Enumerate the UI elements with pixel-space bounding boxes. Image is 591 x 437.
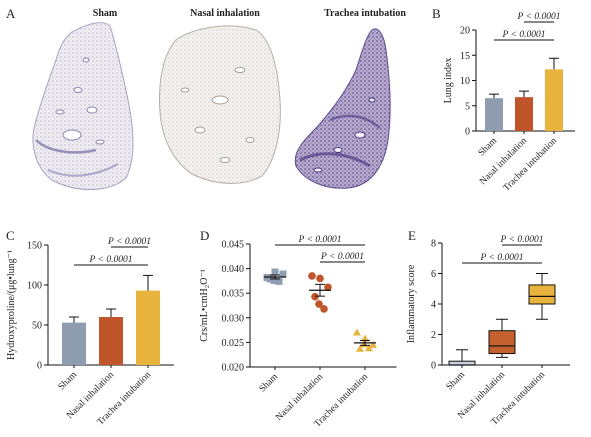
y-tick-label: 5: [465, 101, 470, 112]
y-tick-label: 50: [32, 321, 42, 332]
lung-image-sham: [32, 22, 134, 190]
y-tick-label: 0: [465, 127, 470, 138]
p-value-label: P < 0.0001: [500, 235, 544, 245]
y-tick-label: 0: [37, 361, 42, 372]
lung-title-nasal: Nasal inhalation: [190, 8, 260, 19]
lung-title-sham: Sham: [92, 8, 118, 19]
x-tick-label-nasal-inhalation: Nasal inhalation: [274, 372, 325, 423]
x-tick-label-sham: Sham: [445, 370, 468, 393]
p-value-label: P < 0.0001: [517, 12, 561, 22]
point-trachea-intubation: [365, 344, 373, 352]
bar-nasal-inhalation: [99, 317, 123, 365]
point-nasal-inhalation: [308, 272, 316, 280]
box-trachea-intubation: [528, 284, 556, 305]
lung-title-trachea: Trachea intubation: [324, 8, 406, 19]
point-sham: [275, 277, 283, 285]
point-trachea-intubation: [353, 328, 361, 336]
x-tick-label-sham: Sham: [57, 370, 80, 393]
y-tick-label: 4: [431, 300, 436, 311]
p-value-label: P < 0.0001: [320, 252, 364, 262]
p-value-label: P < 0.0001: [502, 30, 546, 40]
y-axis-label: Crs/mL•cmH₂O⁻¹: [199, 269, 210, 341]
point-sham: [270, 276, 278, 284]
x-tick-label-sham: Sham: [258, 372, 281, 395]
chart-d-crs: 0.020 0.025 0.030 0.035 0.040 0.045 Crs/mL•cmH…: [199, 235, 397, 429]
y-tick-label: 0.045: [222, 240, 245, 251]
lung-image-nasal: [159, 25, 281, 184]
point-trachea-intubation: [369, 340, 377, 348]
y-axis-label: Hydroxyproline/(μg•lung⁻¹: [6, 250, 17, 360]
point-nasal-inhalation: [324, 283, 332, 292]
p-value-label: P < 0.0001: [107, 237, 151, 247]
y-tick-label: 0.030: [222, 313, 245, 324]
y-tick-label: 0: [431, 361, 436, 372]
y-tick-label: 15: [460, 51, 470, 62]
point-trachea-intubation: [356, 344, 364, 352]
y-tick-label: 10: [460, 76, 470, 87]
y-tick-label: 0.020: [222, 363, 245, 374]
x-tick-label-sham: Sham: [477, 136, 500, 159]
y-tick-label: 150: [27, 241, 42, 252]
box-nasal-inhalation: [488, 330, 516, 355]
y-axis-label: Inflammatory score: [406, 264, 417, 343]
lung-image-trachea: [294, 28, 391, 189]
y-tick-label: 0.025: [222, 338, 245, 349]
bar-sham: [62, 322, 86, 365]
y-tick-label: 0.035: [222, 289, 245, 300]
y-tick-label: 20: [460, 26, 470, 37]
panel-d-letter: D: [200, 228, 210, 243]
bar-trachea-intubation: [136, 290, 160, 365]
point-nasal-inhalation: [316, 274, 324, 283]
p-value-label: P < 0.0001: [298, 235, 342, 245]
p-value-label: P < 0.0001: [480, 253, 524, 263]
x-tick-label-trachea-intubation: Trachea intubation: [502, 136, 560, 194]
p-value-label: P < 0.0001: [89, 255, 133, 265]
y-tick-label: 2: [431, 330, 436, 341]
bar-sham: [485, 98, 503, 131]
panel-a-letter: A: [6, 6, 16, 21]
y-axis-label: Lung index: [443, 58, 454, 104]
lung-histology-images: [32, 22, 391, 190]
panel-e-letter: E: [408, 228, 416, 243]
point-sham: [271, 268, 279, 276]
point-sham: [279, 270, 287, 278]
panel-c-letter: C: [6, 228, 15, 243]
chart-c-hydroxyproline: 050100150Hydroxyproline/(μg•lung⁻¹ShamNa…: [6, 237, 174, 427]
point-nasal-inhalation: [320, 305, 328, 313]
bar-trachea-intubation: [545, 69, 563, 131]
y-tick-label: 0.040: [222, 264, 245, 275]
bar-nasal-inhalation: [515, 97, 533, 131]
y-tick-label: 6: [431, 269, 436, 280]
y-tick-label: 100: [27, 281, 42, 292]
point-nasal-inhalation: [315, 300, 323, 308]
panel-b-letter: B: [432, 6, 441, 21]
point-trachea-intubation: [361, 334, 369, 342]
y-tick-label: 8: [431, 239, 436, 250]
